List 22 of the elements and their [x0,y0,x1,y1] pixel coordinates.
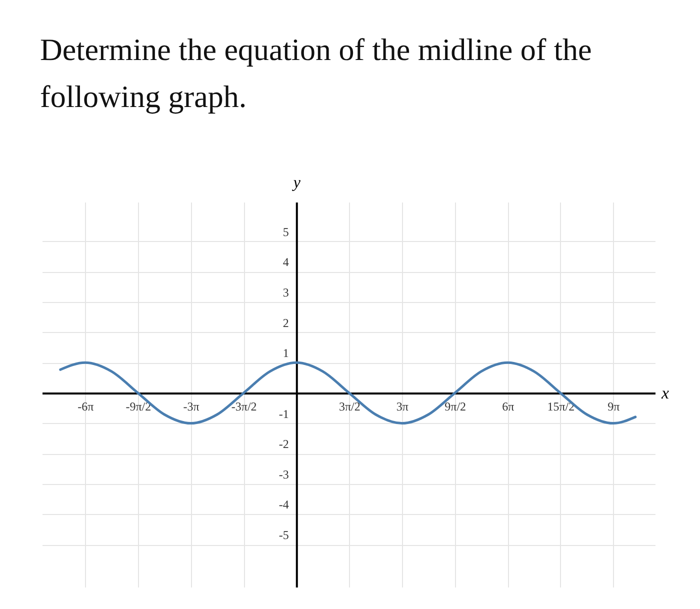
x-tick-label: -3π/2 [231,399,257,414]
y-tick-label: 1 [282,346,289,360]
x-tick-label: 9π/2 [444,399,466,414]
y-tick-label: -4 [278,498,289,512]
y-tick-label: 5 [282,224,289,239]
y-tick-label: -2 [278,437,289,452]
x-tick-label: 6π [502,399,514,414]
y-tick-label: -1 [278,406,289,421]
y-tick-label: 4 [282,255,289,270]
x-tick-label: 3π/2 [338,399,360,414]
x-axis-title: x [660,383,670,402]
y-tick-label: -5 [278,528,289,542]
x-tick-label: 9π [608,399,620,414]
chart-title: Determine the equation of the midline of the following graph. [40,31,593,116]
y-tick-label: 2 [282,316,289,330]
x-tick-label: -9π/2 [126,399,152,414]
y-axis-title: y [291,174,302,192]
y-tick-label: 3 [282,286,289,300]
x-tick-label: -3π [183,399,200,414]
x-tick-label: 3π [396,399,408,414]
y-tick-label: -3 [278,467,289,482]
x-tick-label: -6π [78,399,94,414]
